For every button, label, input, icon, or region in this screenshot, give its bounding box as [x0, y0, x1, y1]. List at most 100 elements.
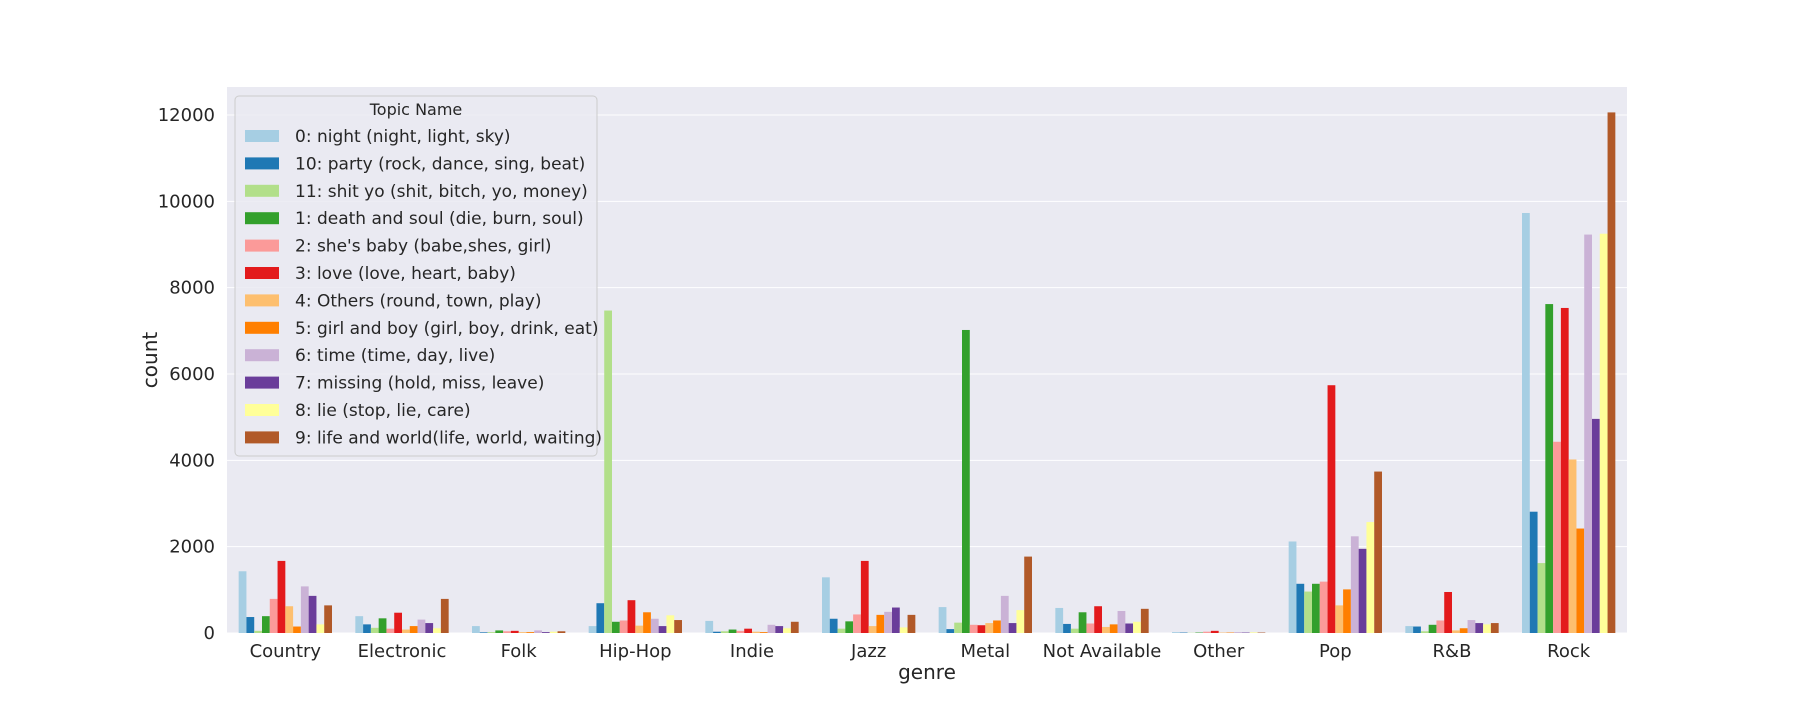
- legend-entry: 1: death and soul (die, burn, soul): [295, 209, 584, 229]
- x-tick-label: Rock: [1547, 641, 1591, 662]
- bar: [1553, 442, 1561, 633]
- legend-swatch: [245, 294, 279, 306]
- bar: [1234, 632, 1242, 633]
- bar: [674, 620, 682, 633]
- bar: [1086, 624, 1094, 633]
- bar: [1530, 512, 1538, 633]
- bar: [783, 628, 791, 633]
- bar: [985, 623, 993, 633]
- bar: [488, 632, 496, 633]
- x-tick-label: R&B: [1433, 641, 1472, 662]
- y-axis-label: count: [138, 332, 162, 389]
- bar: [1413, 627, 1421, 633]
- bar: [534, 630, 542, 633]
- bar: [791, 622, 799, 633]
- x-axis-label: genre: [898, 660, 956, 684]
- x-tick-label: Metal: [960, 641, 1010, 662]
- bar: [729, 630, 737, 633]
- bar: [270, 599, 278, 633]
- bar: [628, 600, 636, 633]
- legend-swatch: [245, 322, 279, 334]
- bar: [884, 612, 892, 633]
- legend-entry: 2: she's baby (babe,shes, girl): [295, 237, 552, 257]
- bar: [1343, 589, 1351, 633]
- bar: [309, 596, 317, 633]
- legend-entry: 9: life and world(life, world, waiting): [295, 428, 602, 448]
- bar: [666, 615, 674, 633]
- bar: [301, 586, 309, 633]
- bar: [386, 629, 394, 633]
- bar: [1452, 630, 1460, 633]
- bar: [1079, 612, 1087, 633]
- bar: [1436, 620, 1444, 633]
- x-tick-label: Country: [250, 641, 322, 662]
- x-tick-label: Hip-Hop: [599, 641, 671, 662]
- bar: [410, 626, 418, 633]
- bar: [1141, 609, 1149, 633]
- bar: [324, 605, 332, 633]
- bar: [1522, 213, 1530, 633]
- bar: [316, 624, 324, 633]
- bar: [643, 612, 651, 633]
- bar: [978, 625, 986, 633]
- bar: [472, 626, 480, 633]
- bar: [620, 620, 628, 633]
- legend-swatch: [245, 157, 279, 169]
- bar: [760, 632, 768, 633]
- legend-entry: 4: Others (round, town, play): [295, 291, 541, 311]
- bar: [1094, 606, 1102, 633]
- x-tick-label: Other: [1193, 641, 1245, 662]
- bar: [838, 629, 846, 633]
- bar: [721, 631, 729, 633]
- bar: [246, 617, 254, 633]
- legend-swatch: [245, 240, 279, 252]
- bar: [970, 625, 978, 633]
- bar: [1366, 522, 1374, 633]
- legend-swatch: [245, 349, 279, 361]
- bar: [946, 629, 954, 633]
- bar: [1545, 304, 1553, 633]
- bar: [604, 311, 612, 633]
- x-tick-label: Not Available: [1043, 641, 1162, 662]
- legend-entry: 0: night (night, light, sky): [295, 127, 511, 147]
- bar: [635, 626, 643, 633]
- bar: [1374, 472, 1382, 633]
- bar: [1592, 419, 1600, 633]
- y-tick-label: 12000: [158, 105, 215, 126]
- bar: [822, 577, 830, 633]
- legend-swatch: [245, 130, 279, 142]
- bar: [1001, 596, 1009, 633]
- bar: [853, 614, 861, 633]
- legend-entry: 5: girl and boy (girl, boy, drink, eat): [295, 319, 598, 339]
- bar: [736, 631, 744, 633]
- bar: [1576, 529, 1584, 633]
- bar: [1304, 592, 1312, 633]
- x-tick-label: Pop: [1319, 641, 1352, 662]
- bar: [1584, 235, 1592, 633]
- bar: [768, 625, 776, 633]
- bar: [293, 627, 301, 633]
- bar: [379, 618, 387, 633]
- bar: [550, 632, 558, 633]
- bar: [1460, 628, 1468, 633]
- bar: [596, 603, 604, 633]
- x-tick-label: Electronic: [358, 641, 447, 662]
- bar: [262, 616, 270, 633]
- bar: [558, 631, 566, 633]
- bar: [589, 626, 597, 633]
- legend-swatch: [245, 377, 279, 389]
- bar: [1102, 627, 1110, 633]
- bar: [1561, 308, 1569, 633]
- bar: [861, 561, 869, 633]
- y-tick-label: 8000: [169, 278, 215, 299]
- bar: [845, 621, 853, 633]
- legend-entry: 6: time (time, day, live): [295, 346, 495, 366]
- bar: [441, 599, 449, 633]
- bar: [1483, 624, 1491, 633]
- bar: [1538, 563, 1546, 633]
- bar: [1312, 584, 1320, 633]
- bar: [651, 619, 659, 633]
- bar: [254, 631, 262, 633]
- bar: [1133, 622, 1141, 633]
